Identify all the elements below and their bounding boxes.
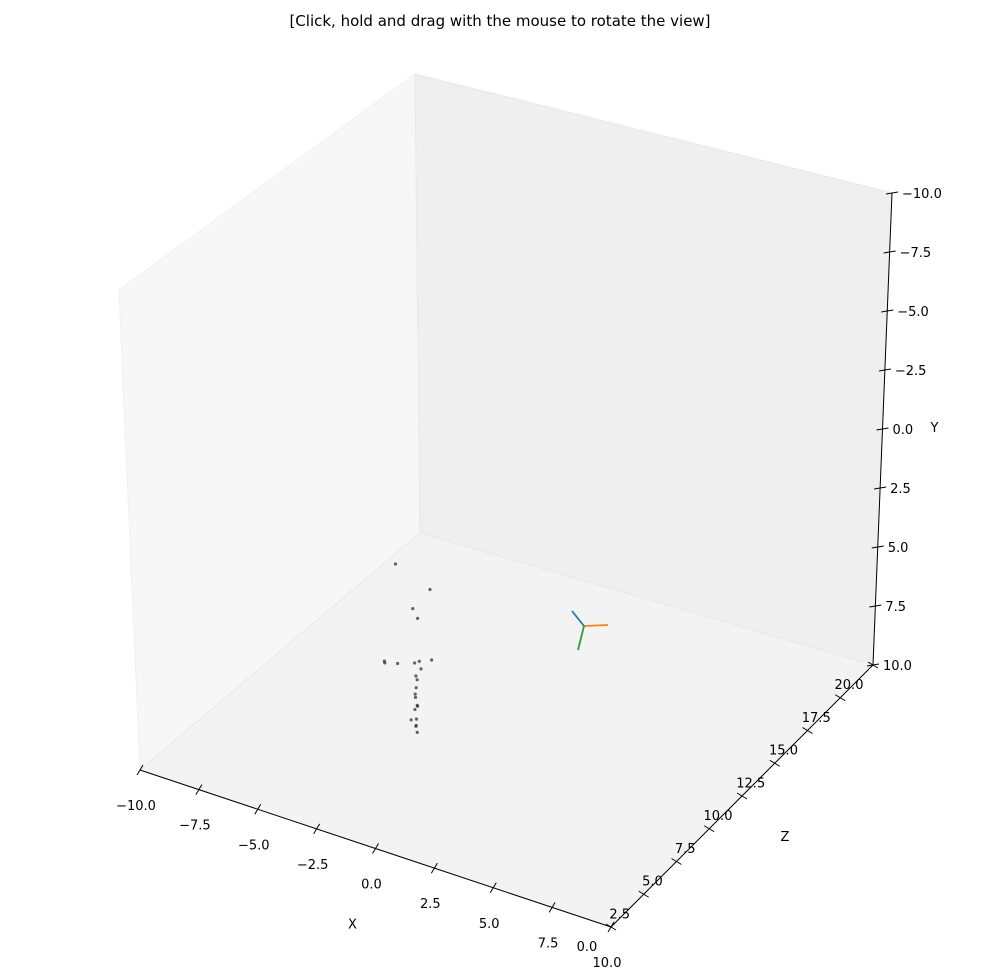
- x-tick-label: 7.5: [538, 936, 559, 951]
- scatter-point: [414, 674, 418, 678]
- x-tick: [254, 803, 262, 815]
- scatter-point: [409, 718, 413, 722]
- origin-z-axis-line: [571, 610, 585, 627]
- z-tick-label: 0.0: [577, 940, 598, 955]
- scatter-point: [415, 730, 419, 735]
- z-tick-label: 7.5: [675, 842, 696, 857]
- x-tick: [430, 862, 438, 874]
- y-tick: [876, 427, 889, 431]
- y-tick-label: 2.5: [890, 482, 911, 497]
- z-tick-label: 5.0: [642, 875, 663, 890]
- z-axis-label: Z: [781, 830, 790, 845]
- x-tick: [372, 843, 379, 854]
- x-tick: [313, 823, 321, 835]
- scatter-point: [411, 607, 415, 611]
- y-tick: [866, 663, 880, 667]
- y-tick: [871, 545, 884, 549]
- y-tick-label: −5.0: [897, 305, 929, 320]
- scatter-point: [414, 723, 418, 728]
- x-tick-label: −7.5: [179, 819, 211, 834]
- x-tick: [489, 882, 497, 894]
- x-tick-label: 0.0: [361, 878, 382, 893]
- y-tick-label: 0.0: [893, 423, 914, 438]
- scatter-point: [417, 659, 421, 663]
- y-tick-label: −2.5: [895, 364, 927, 379]
- scatter-point: [414, 717, 419, 721]
- z-tick: [736, 792, 748, 800]
- scatter-point: [413, 661, 417, 665]
- x-tick: [195, 784, 203, 795]
- z-tick: [605, 923, 617, 931]
- y-tick: [883, 250, 896, 254]
- scatter-point: [416, 616, 420, 621]
- x-tick-label: 10.0: [593, 956, 622, 971]
- scatter-point: [430, 658, 434, 662]
- chart-instruction-title: [Click, hold and drag with the mouse to …: [289, 12, 711, 30]
- scatter-point: [396, 661, 400, 666]
- scatter-point: [393, 562, 398, 566]
- y-tick-label: 5.0: [888, 541, 909, 556]
- scatter-point: [413, 695, 418, 700]
- origin-y-axis-line: [577, 625, 585, 651]
- z-tick-label: 15.0: [769, 744, 798, 759]
- scatter-point: [383, 661, 387, 665]
- origin-x-axis-line: [583, 624, 609, 627]
- scatter-point: [413, 692, 417, 696]
- z-tick: [671, 858, 682, 865]
- y-tick: [878, 368, 891, 372]
- z-tick: [769, 759, 781, 767]
- axis-ticks: −10.0−7.5−5.0−2.50.02.55.07.510.00.02.55…: [116, 187, 942, 971]
- scatter-point: [419, 667, 423, 671]
- scatter-point: [413, 707, 417, 712]
- y-tick: [869, 604, 882, 608]
- scatter-point: [428, 587, 432, 592]
- z-tick-label: 17.5: [802, 711, 831, 726]
- x-tick-label: 2.5: [420, 897, 441, 912]
- y-tick-label: −7.5: [900, 246, 932, 261]
- y-tick: [885, 191, 899, 195]
- y-tick-label: −10.0: [902, 187, 942, 202]
- x-tick-label: 5.0: [479, 917, 500, 932]
- x-tick-label: −2.5: [297, 858, 329, 873]
- origin-axes-triad: [571, 610, 609, 651]
- axes-panes: [118, 73, 893, 928]
- scatter-point: [414, 686, 418, 690]
- z-tick-label: 12.5: [736, 776, 765, 791]
- z-tick: [802, 727, 813, 734]
- scatter-points: [382, 562, 434, 735]
- z-tick-label: 10.0: [704, 809, 733, 824]
- scatter-point: [415, 678, 419, 682]
- x-axis-label: X: [348, 918, 357, 933]
- y-tick: [874, 486, 887, 490]
- x-tick-label: −10.0: [116, 799, 156, 814]
- z-tick-label: 2.5: [609, 907, 630, 922]
- z-tick: [638, 890, 650, 898]
- x-tick: [548, 902, 556, 913]
- y-tick-label: 7.5: [885, 600, 906, 615]
- x-tick-label: −5.0: [238, 838, 270, 853]
- scatter-point: [415, 703, 419, 707]
- y-tick: [881, 309, 894, 313]
- y-axis-label: Y: [930, 421, 939, 436]
- z-tick: [703, 825, 715, 833]
- y-tick-label: 10.0: [883, 659, 912, 674]
- axis-labels: X Z Y: [348, 421, 938, 933]
- x-tick: [136, 764, 144, 776]
- z-tick-label: 20.0: [835, 678, 864, 693]
- z-tick: [834, 694, 846, 702]
